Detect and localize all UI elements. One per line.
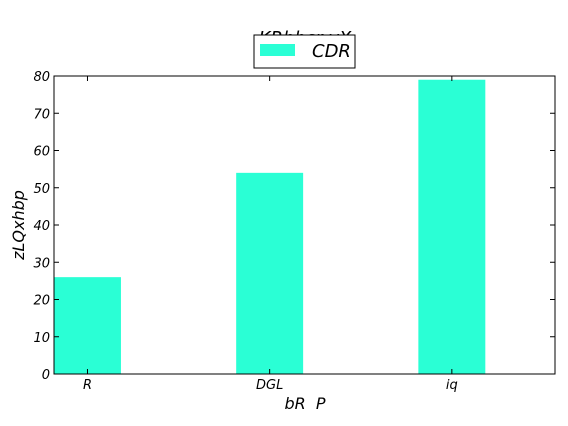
bar-dgl xyxy=(236,172,304,374)
x-tick-label-iq: iq xyxy=(446,378,458,393)
y-tick-label: 60 xyxy=(33,145,50,160)
y-tick-label: 30 xyxy=(33,256,50,271)
y-tick-label: 20 xyxy=(33,294,50,309)
y-tick-label: 50 xyxy=(33,182,50,197)
plot-frame xyxy=(53,75,556,375)
y-axis-label: zLQxhbp xyxy=(9,190,28,261)
bar-r xyxy=(54,277,121,374)
legend-label-cdr: CDR xyxy=(312,41,351,62)
x-axis-label: bR P xyxy=(284,394,325,413)
y-tick-label: 10 xyxy=(33,331,50,346)
x-axis-ticks: R DGL iq xyxy=(83,76,458,393)
bars-layer xyxy=(54,79,486,374)
y-tick-label: 0 xyxy=(42,368,50,383)
y-axis-ticks: 0 10 20 30 40 50 60 70 80 xyxy=(33,70,555,383)
y-tick-label: 70 xyxy=(33,107,50,122)
y-tick-label: 80 xyxy=(33,70,50,85)
y-tick-label: 40 xyxy=(33,219,50,234)
legend: CDR xyxy=(253,34,356,69)
bar-iq xyxy=(418,79,486,374)
x-tick-label-dgl: DGL xyxy=(256,378,283,393)
x-tick-label-r: R xyxy=(83,378,92,393)
legend-swatch-cdr xyxy=(260,44,295,56)
